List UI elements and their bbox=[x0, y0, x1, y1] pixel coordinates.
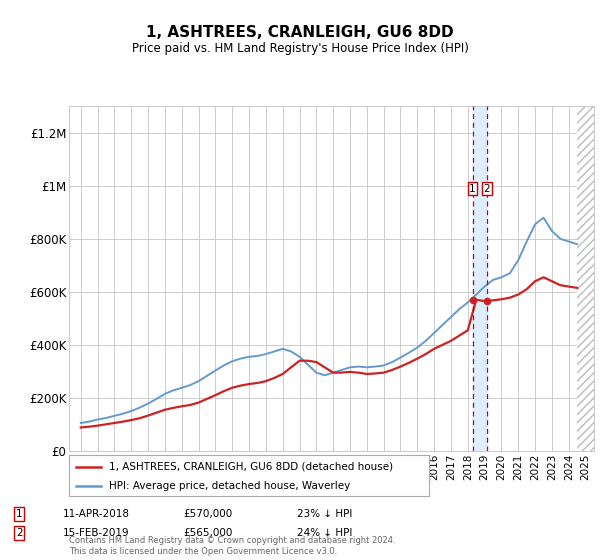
Text: 2: 2 bbox=[484, 184, 490, 194]
Bar bbox=[577, 106, 600, 451]
Text: HPI: Average price, detached house, Waverley: HPI: Average price, detached house, Wave… bbox=[109, 480, 350, 491]
Text: Price paid vs. HM Land Registry's House Price Index (HPI): Price paid vs. HM Land Registry's House … bbox=[131, 42, 469, 55]
Text: 1, ASHTREES, CRANLEIGH, GU6 8DD (detached house): 1, ASHTREES, CRANLEIGH, GU6 8DD (detache… bbox=[109, 461, 393, 472]
Text: 1: 1 bbox=[469, 184, 476, 194]
Text: 24% ↓ HPI: 24% ↓ HPI bbox=[297, 528, 352, 538]
Bar bbox=[577, 80, 600, 451]
Text: 1, ASHTREES, CRANLEIGH, GU6 8DD: 1, ASHTREES, CRANLEIGH, GU6 8DD bbox=[146, 25, 454, 40]
Text: 15-FEB-2019: 15-FEB-2019 bbox=[63, 528, 130, 538]
Text: 2: 2 bbox=[16, 528, 23, 538]
Text: £565,000: £565,000 bbox=[183, 528, 232, 538]
Text: 23% ↓ HPI: 23% ↓ HPI bbox=[297, 509, 352, 519]
Text: 11-APR-2018: 11-APR-2018 bbox=[63, 509, 130, 519]
Bar bbox=[473, 106, 487, 451]
Text: Contains HM Land Registry data © Crown copyright and database right 2024.
This d: Contains HM Land Registry data © Crown c… bbox=[69, 536, 395, 556]
Text: £570,000: £570,000 bbox=[183, 509, 232, 519]
Text: 1: 1 bbox=[16, 509, 23, 519]
